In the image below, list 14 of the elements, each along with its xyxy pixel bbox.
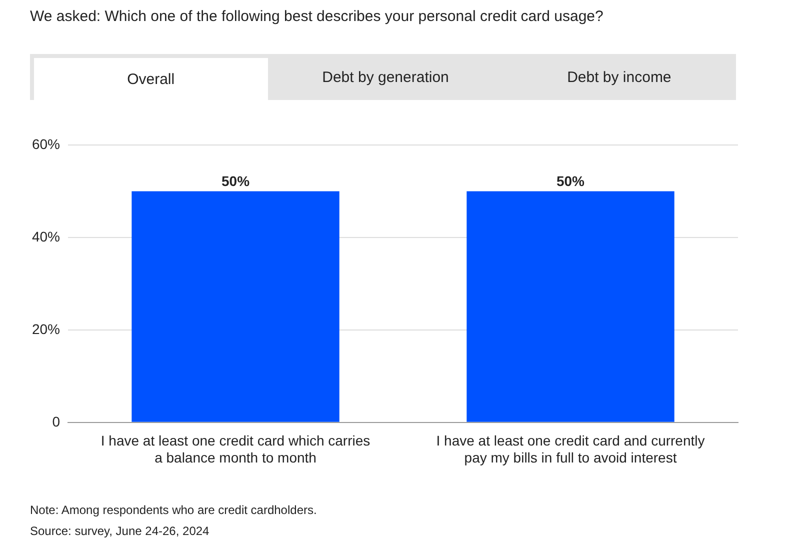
- text: Note: Among respondents who are credit cardholders.: [30, 502, 317, 519]
- x-tick-label: I have at least one credit card which carries a balance month to month: [100, 432, 370, 466]
- source-note: Source: survey, June 24-26, 2024: [30, 523, 210, 540]
- y-tick-label: 0: [52, 413, 60, 430]
- chart-title: We asked: Which one of the following best describes your personal credit card usage?: [30, 8, 604, 25]
- text: Debt by income: [566, 68, 672, 88]
- text: Overall: [33, 57, 269, 100]
- y-tick-label: 40%: [32, 228, 60, 244]
- y-tick-label: 60%: [32, 136, 60, 152]
- x-tick-label: I have at least one credit card and currently pay my bills in full to avoid interest: [436, 432, 705, 466]
- data-label: 50%: [222, 173, 250, 190]
- data-label: 50%: [556, 173, 586, 190]
- y-tick-label: 20%: [32, 320, 60, 337]
- text: Debt by generation: [321, 68, 450, 88]
